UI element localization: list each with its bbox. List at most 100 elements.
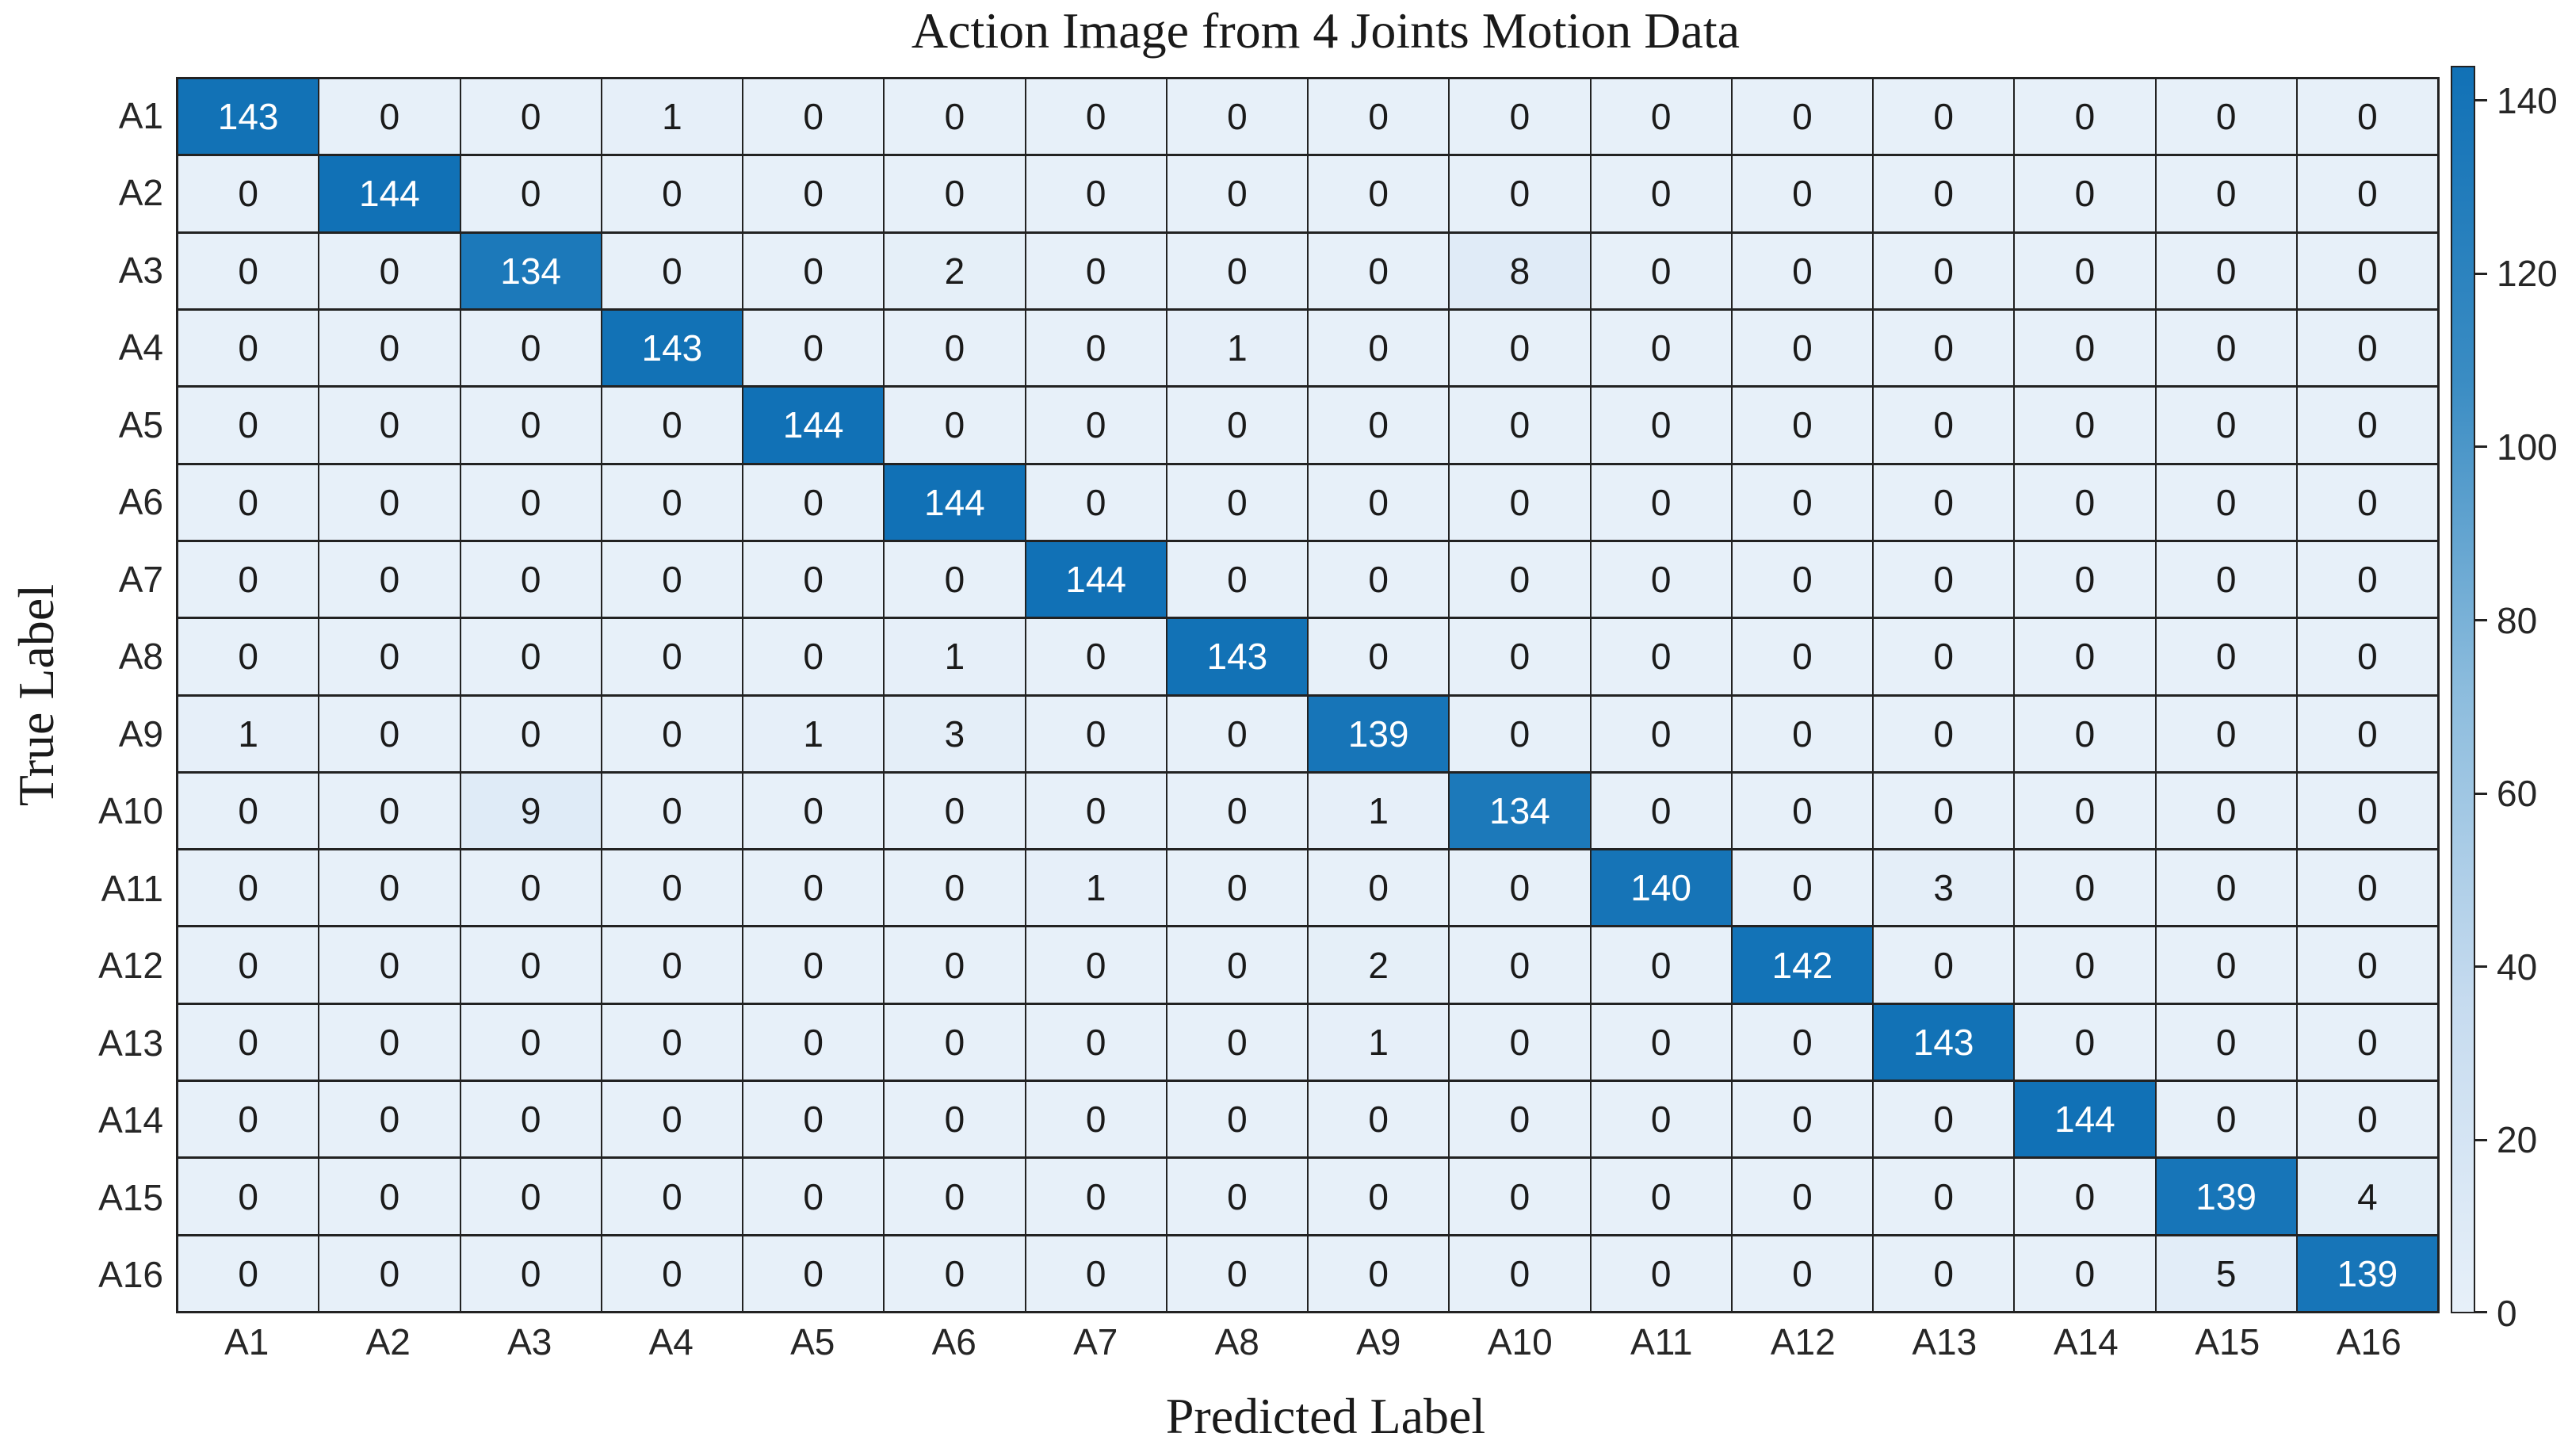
matrix-cell: 0 xyxy=(1309,156,1449,231)
matrix-cell: 0 xyxy=(1874,1159,2014,1234)
matrix-cell: 0 xyxy=(1309,79,1449,155)
matrix-cell: 0 xyxy=(2297,1004,2437,1080)
matrix-cell: 143 xyxy=(1167,619,1307,694)
matrix-cell: 0 xyxy=(1167,1082,1307,1157)
matrix-cell: 0 xyxy=(2297,388,2437,463)
matrix-cell: 0 xyxy=(2297,156,2437,231)
matrix-cell: 0 xyxy=(2297,233,2437,308)
matrix-cell: 0 xyxy=(1309,1082,1449,1157)
matrix-cell: 0 xyxy=(1732,233,1872,308)
matrix-cell: 0 xyxy=(1591,696,1731,771)
matrix-cell: 0 xyxy=(1450,927,1590,1003)
x-axis-title: Predicted Label xyxy=(1165,1388,1486,1444)
matrix-cell: 0 xyxy=(602,156,742,231)
matrix-cell: 0 xyxy=(1591,233,1731,308)
matrix-cell: 0 xyxy=(743,156,884,231)
matrix-cell: 0 xyxy=(460,156,601,231)
matrix-cell: 0 xyxy=(1732,619,1872,694)
matrix-cell: 0 xyxy=(1167,233,1307,308)
matrix-cell: 0 xyxy=(2156,464,2296,540)
matrix-cell: 0 xyxy=(1874,1236,2014,1311)
colorbar-tick-mark xyxy=(2475,445,2487,449)
matrix-cell: 0 xyxy=(1591,773,1731,849)
matrix-cell: 1 xyxy=(1309,1004,1449,1080)
matrix-cell: 0 xyxy=(178,1236,319,1311)
matrix-cell: 0 xyxy=(1450,1082,1590,1157)
matrix-cell: 0 xyxy=(1591,310,1731,386)
matrix-cell: 0 xyxy=(885,927,1025,1003)
matrix-cell: 0 xyxy=(1874,233,2014,308)
y-axis-tick-labels: A1 A2 A3 A4 A5 A6 A7 A8 A9 A10 A11 A12 A13 A14 A15 A16 xyxy=(0,77,163,1313)
matrix-cell: 0 xyxy=(602,619,742,694)
matrix-cell: 0 xyxy=(460,1236,601,1311)
matrix-cell: 0 xyxy=(178,1004,319,1080)
colorbar-tick-label: 80 xyxy=(2497,599,2538,641)
matrix-cell: 0 xyxy=(1167,1004,1307,1080)
matrix-cell: 0 xyxy=(1026,233,1166,308)
matrix-cell: 0 xyxy=(460,696,601,771)
matrix-cell: 0 xyxy=(178,310,319,386)
matrix-cell: 0 xyxy=(1167,156,1307,231)
matrix-cell: 0 xyxy=(319,927,460,1003)
matrix-cell: 0 xyxy=(1450,619,1590,694)
matrix-cell: 0 xyxy=(319,79,460,155)
matrix-cell: 0 xyxy=(602,233,742,308)
matrix-cell: 0 xyxy=(1450,464,1590,540)
matrix-cell: 0 xyxy=(2015,79,2155,155)
x-tick-label: A13 xyxy=(1912,1321,1978,1362)
colorbar-tick-label: 120 xyxy=(2497,253,2558,295)
matrix-cell: 0 xyxy=(602,1082,742,1157)
matrix-cell: 0 xyxy=(1309,1236,1449,1311)
matrix-cell: 0 xyxy=(1450,310,1590,386)
y-tick-label: A16 xyxy=(98,1254,163,1296)
matrix-cell: 0 xyxy=(178,1082,319,1157)
matrix-cell: 0 xyxy=(2015,310,2155,386)
matrix-cell: 0 xyxy=(2297,541,2437,617)
colorbar-tick-label: 100 xyxy=(2497,426,2558,468)
matrix-cell: 0 xyxy=(460,388,601,463)
matrix-cell: 0 xyxy=(178,464,319,540)
matrix-cell: 0 xyxy=(1591,927,1731,1003)
matrix-cell: 0 xyxy=(1591,79,1731,155)
matrix-cell: 0 xyxy=(178,773,319,849)
matrix-cell: 142 xyxy=(1732,927,1872,1003)
matrix-cell: 0 xyxy=(319,696,460,771)
matrix-cell: 1 xyxy=(743,696,884,771)
colorbar-gradient xyxy=(2451,66,2475,1313)
x-tick-label: A14 xyxy=(2053,1321,2119,1362)
x-tick-label: A15 xyxy=(2195,1321,2260,1362)
matrix-cell: 0 xyxy=(178,156,319,231)
matrix-cell: 0 xyxy=(743,541,884,617)
matrix-cell: 0 xyxy=(2015,1159,2155,1234)
colorbar-tick-mark xyxy=(2475,99,2487,102)
matrix-cell: 0 xyxy=(743,850,884,926)
matrix-cell: 0 xyxy=(2015,850,2155,926)
matrix-cell: 0 xyxy=(743,233,884,308)
matrix-cell: 143 xyxy=(1874,1004,2014,1080)
matrix-cell: 0 xyxy=(1309,310,1449,386)
matrix-cell: 0 xyxy=(885,1004,1025,1080)
x-axis-tick-labels: A1 A2 A3 A4 A5 A6 A7 A8 A9 A10 A11 A12 A13 A14 A15 A16 xyxy=(176,1318,2440,1366)
matrix-cell: 0 xyxy=(885,850,1025,926)
y-tick-label: A12 xyxy=(98,945,163,987)
matrix-cell: 0 xyxy=(1450,388,1590,463)
x-tick-label: A11 xyxy=(1630,1321,1693,1362)
matrix-cell: 0 xyxy=(460,1082,601,1157)
chart-title: Action Image from 4 Joints Motion Data xyxy=(911,2,1741,59)
matrix-cell: 0 xyxy=(602,1004,742,1080)
matrix-cell: 0 xyxy=(1732,696,1872,771)
matrix-cell: 0 xyxy=(1732,1236,1872,1311)
y-tick-label: A10 xyxy=(98,790,163,832)
y-axis-title: True Label xyxy=(8,583,64,807)
matrix-cell: 0 xyxy=(885,1082,1025,1157)
y-tick-label: A14 xyxy=(98,1099,163,1141)
matrix-cell: 0 xyxy=(1450,1004,1590,1080)
matrix-cell: 0 xyxy=(2297,619,2437,694)
matrix-cell: 0 xyxy=(319,388,460,463)
matrix-cell: 0 xyxy=(319,850,460,926)
y-tick-label: A1 xyxy=(118,94,163,136)
matrix-cell: 0 xyxy=(319,1236,460,1311)
matrix-cell: 0 xyxy=(1026,1159,1166,1234)
x-tick-label: A6 xyxy=(931,1321,976,1362)
matrix-cell: 0 xyxy=(1450,850,1590,926)
